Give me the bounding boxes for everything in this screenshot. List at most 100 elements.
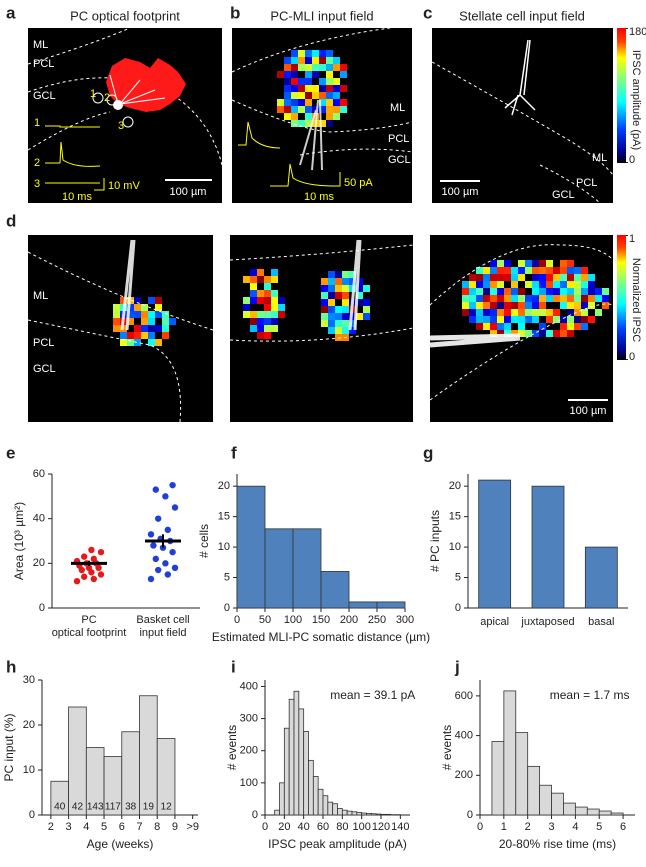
heatmap-pixel bbox=[243, 276, 250, 283]
region-label: ML bbox=[33, 39, 48, 51]
heatmap-pixel bbox=[328, 271, 335, 278]
x-tick-label: 250 bbox=[368, 614, 386, 626]
y-tick-label: 20 bbox=[23, 719, 35, 731]
layer-boundary bbox=[231, 27, 391, 73]
heatmap-pixel bbox=[141, 318, 148, 325]
heatmap-pixel bbox=[356, 285, 363, 292]
heatmap-pixel bbox=[504, 323, 511, 330]
heatmap-pixel bbox=[291, 71, 298, 78]
data-point bbox=[81, 553, 88, 560]
heatmap-pixel bbox=[342, 327, 349, 334]
data-point bbox=[97, 548, 105, 556]
region-label: GCL bbox=[33, 90, 56, 102]
y-tick-label: 60 bbox=[33, 468, 45, 480]
heatmap-pixel bbox=[335, 327, 342, 334]
x-axis-label: 20-80% rise time (ms) bbox=[499, 837, 616, 851]
heatmap-pixel bbox=[588, 288, 595, 295]
panel-label: g bbox=[423, 443, 433, 462]
heatmap-pixel bbox=[462, 295, 469, 302]
heatmap-pixel bbox=[567, 316, 574, 323]
heatmap-pixel bbox=[141, 332, 148, 339]
heatmap-pixel bbox=[567, 330, 574, 337]
heatmap-pixel bbox=[356, 278, 363, 285]
x-tick-label: 6 bbox=[620, 821, 626, 833]
heatmap-pixel bbox=[250, 318, 257, 325]
scale-label: 100 µm bbox=[170, 186, 207, 198]
heatmap-pixel bbox=[525, 330, 532, 337]
heatmap-pixel bbox=[271, 290, 278, 297]
y-tick-label: 0 bbox=[29, 809, 35, 821]
heatmap-pixel bbox=[588, 274, 595, 281]
panel-label: i bbox=[231, 657, 236, 676]
heatmap-pixel bbox=[264, 311, 271, 318]
data-point bbox=[155, 566, 162, 574]
heatmap-pixel bbox=[497, 316, 504, 323]
layer-boundary bbox=[27, 27, 131, 65]
heatmap-pixel bbox=[127, 332, 134, 339]
histogram-bar bbox=[586, 808, 600, 816]
heatmap-pixel bbox=[120, 297, 127, 304]
heatmap-pixel bbox=[264, 290, 271, 297]
y-tick-label: 300 bbox=[240, 712, 258, 724]
heatmap-pixel bbox=[335, 278, 342, 285]
heatmap-pixel bbox=[284, 57, 291, 64]
region-label: PCL bbox=[388, 133, 409, 145]
heatmap-pixel bbox=[113, 311, 120, 318]
count-label: 38 bbox=[125, 802, 137, 813]
heatmap-pixel bbox=[518, 323, 525, 330]
heatmap-pixel bbox=[141, 311, 148, 318]
x-tick-label: 5 bbox=[101, 821, 107, 833]
heatmap-pixel bbox=[291, 99, 298, 106]
y-tick-label: 5 bbox=[224, 571, 230, 583]
heatmap-pixel bbox=[363, 299, 370, 306]
site-label: 1 bbox=[90, 88, 96, 100]
y-tick-label: 15 bbox=[218, 511, 230, 523]
heatmap-pixel bbox=[546, 274, 553, 281]
heatmap-pixel bbox=[333, 64, 340, 71]
heatmap-pixel bbox=[553, 281, 560, 288]
y-tick-label: 10 bbox=[218, 541, 230, 553]
heatmap-pixel bbox=[335, 313, 342, 320]
heatmap-pixel bbox=[298, 78, 305, 85]
heatmap-pixel bbox=[284, 64, 291, 71]
panel-title: PC optical footprint bbox=[70, 8, 180, 23]
heatmap-pixel bbox=[321, 313, 328, 320]
heatmap-pixel bbox=[342, 271, 349, 278]
region-label: ML bbox=[33, 290, 48, 302]
heatmap-pixel bbox=[326, 64, 333, 71]
count-label: 40 bbox=[54, 802, 66, 813]
heatmap-pixel bbox=[349, 320, 356, 327]
heatmap-pixel bbox=[518, 260, 525, 267]
histogram-bar bbox=[539, 784, 552, 816]
histogram-bar bbox=[356, 812, 363, 816]
heatmap-pixel bbox=[567, 323, 574, 330]
heatmap-pixel bbox=[271, 318, 278, 325]
heatmap-pixel bbox=[588, 316, 595, 323]
histogram-bar bbox=[303, 731, 309, 816]
pipette bbox=[429, 333, 521, 348]
heatmap-pixel bbox=[305, 85, 312, 92]
scale-bar bbox=[94, 178, 105, 191]
heatmap-pixel bbox=[518, 309, 525, 316]
heatmap-pixel bbox=[497, 302, 504, 309]
heatmap-pixel bbox=[490, 267, 497, 274]
heatmap-pixel bbox=[588, 302, 595, 309]
heatmap-pixel bbox=[155, 339, 162, 346]
heatmap-pixel bbox=[284, 113, 291, 120]
y-axis-label: Area (10³ µm²) bbox=[12, 502, 26, 580]
heatmap-pixel bbox=[298, 92, 305, 99]
heatmap-pixel bbox=[113, 304, 120, 311]
heatmap-pixel bbox=[567, 281, 574, 288]
heatmap-pixel bbox=[284, 78, 291, 85]
cell bbox=[109, 74, 166, 105]
heatmap-pixel bbox=[511, 309, 518, 316]
scale-label: 100 µm bbox=[570, 405, 607, 417]
data-point bbox=[90, 575, 98, 583]
heatmap-pixel bbox=[250, 269, 257, 276]
heatmap-pixel bbox=[312, 85, 319, 92]
histogram-bar bbox=[370, 813, 377, 816]
heatmap-pixel bbox=[462, 302, 469, 309]
heatmap-pixel bbox=[574, 281, 581, 288]
heatmap-pixel bbox=[490, 260, 497, 267]
histogram-bar bbox=[380, 813, 387, 816]
